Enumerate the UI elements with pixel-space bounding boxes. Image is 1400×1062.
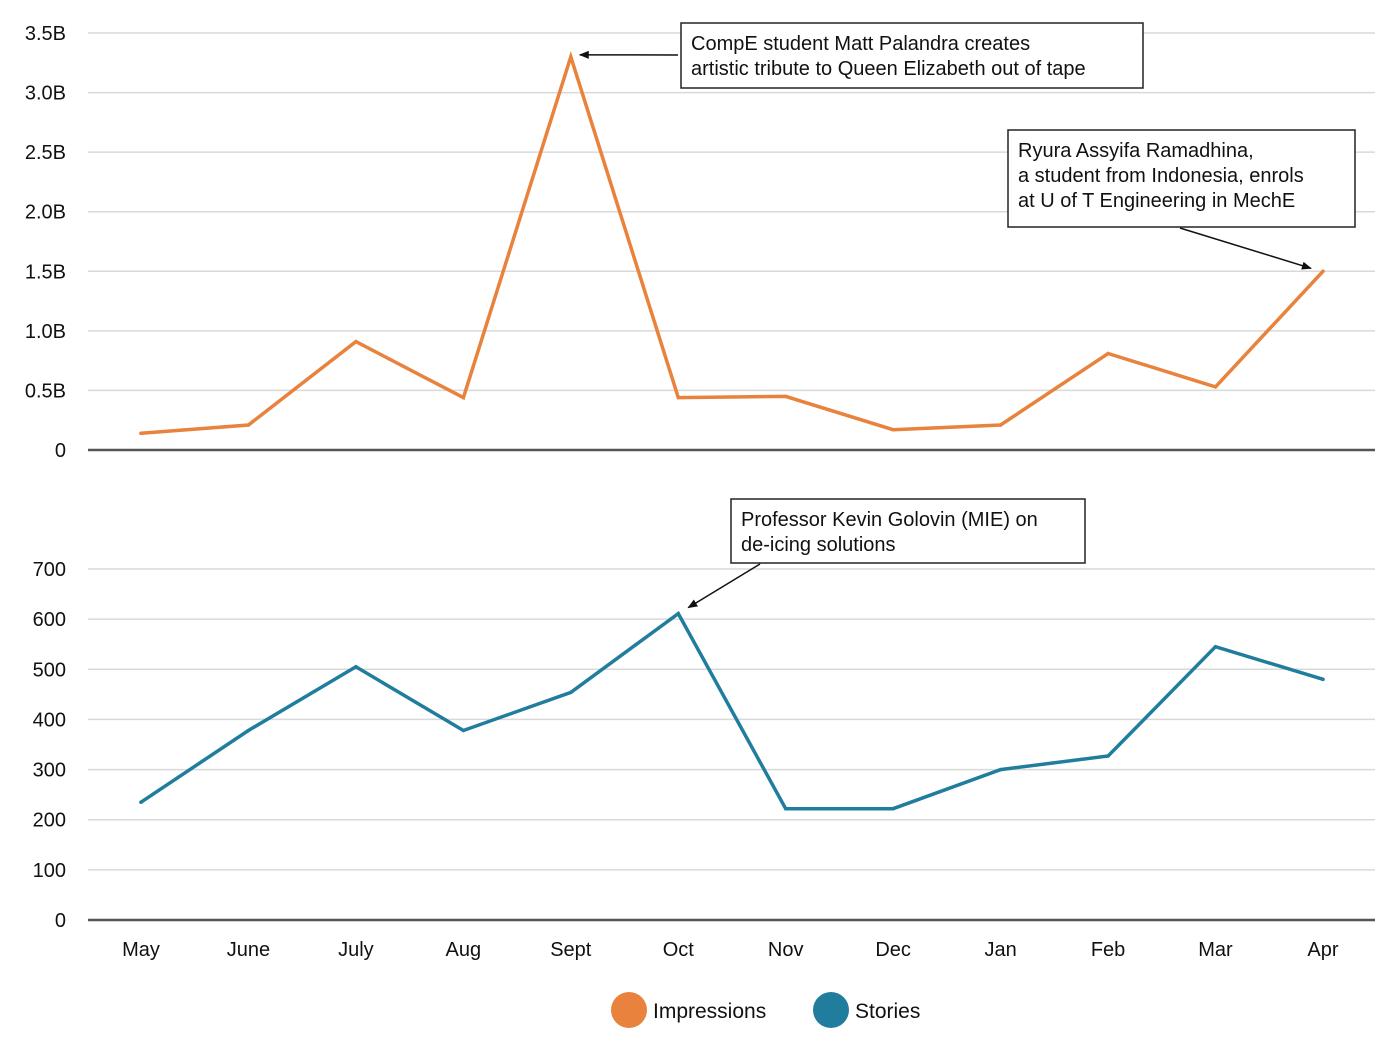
y-tick-label: 1.5B [25,261,66,283]
data-point-stories [461,728,466,733]
y-tick-label: 3.0B [25,83,66,105]
data-point-stories [891,806,895,811]
data-point-impressions [354,339,358,344]
series-line-impressions [139,50,1325,436]
x-tick-label: Jan [984,939,1016,961]
annotation-box [1007,129,1356,228]
y-tick-label: 2.5B [25,142,66,164]
y-tick-label: 700 [33,559,66,581]
data-point-stories [354,665,358,669]
annotation-text: Professor Kevin Golovin (MIE) on [741,509,1038,531]
annotation-arrow [687,563,761,609]
annotation-text: a student from Indonesia, enrols [1018,165,1304,187]
legend-label-impressions: Impressions [653,1000,766,1023]
annotation-text: Ryura Assyifa Ramadhina, [1018,140,1254,162]
data-point-stories [569,690,573,695]
y-tick-label: 0 [55,910,66,932]
y-tick-label: 3.5B [25,23,66,45]
data-point-impressions [461,395,466,400]
data-point-impressions [998,423,1003,427]
y-tick-label: 1.0B [25,321,66,343]
annotation-text: CompE student Matt Palandra creates [691,33,1030,55]
data-point-stories [246,728,251,733]
x-tick-label: Dec [875,939,911,961]
data-point-stories [1213,644,1218,649]
y-tick-label: 100 [33,860,66,882]
data-point-impressions [676,395,680,400]
y-tick-label: 0.5B [25,380,66,402]
x-tick-label: July [338,939,374,961]
y-tick-label: 500 [33,659,66,681]
x-tick-label: Apr [1307,939,1338,961]
y-tick-label: 600 [33,609,66,631]
data-point-stories [1106,754,1110,758]
annotation-box [730,498,1086,564]
x-tick-label: Aug [446,939,482,961]
annotation-text: de-icing solutions [741,534,896,556]
annotation-text: at U of T Engineering in MechE [1018,190,1295,212]
data-point-impressions [891,427,895,432]
data-point-stories [1321,677,1325,682]
data-point-stories [139,800,143,804]
legend-swatch-impressions [611,992,647,1028]
y-tick-label: 300 [33,760,66,782]
data-point-impressions [139,431,143,436]
annotation-box [680,22,1144,89]
x-tick-label: Feb [1091,939,1125,961]
data-point-stories [998,767,1003,772]
x-tick-label: Nov [768,939,804,961]
data-point-impressions [246,423,251,427]
data-point-impressions [569,55,573,59]
data-point-impressions [783,394,788,399]
legend-swatch-stories [813,992,849,1028]
x-tick-label: Mar [1198,939,1233,961]
data-point-impressions [1106,351,1110,356]
x-tick-label: Sept [550,939,592,961]
x-tick-label: Oct [663,939,695,961]
data-point-impressions [1321,269,1325,274]
y-tick-label: 200 [33,810,66,832]
data-point-stories [676,611,680,616]
data-point-impressions [1213,385,1218,389]
annotation-arrow [1179,227,1312,270]
y-tick-label: 400 [33,709,66,731]
legend-label-stories: Stories [855,1000,920,1023]
series-line-stories [139,611,1325,811]
data-point-stories [783,806,788,811]
y-tick-label: 0 [55,440,66,462]
annotation-text: artistic tribute to Queen Elizabeth out … [691,58,1086,80]
y-tick-label: 2.0B [25,202,66,224]
x-tick-label: June [227,939,270,961]
x-tick-label: May [122,939,160,961]
